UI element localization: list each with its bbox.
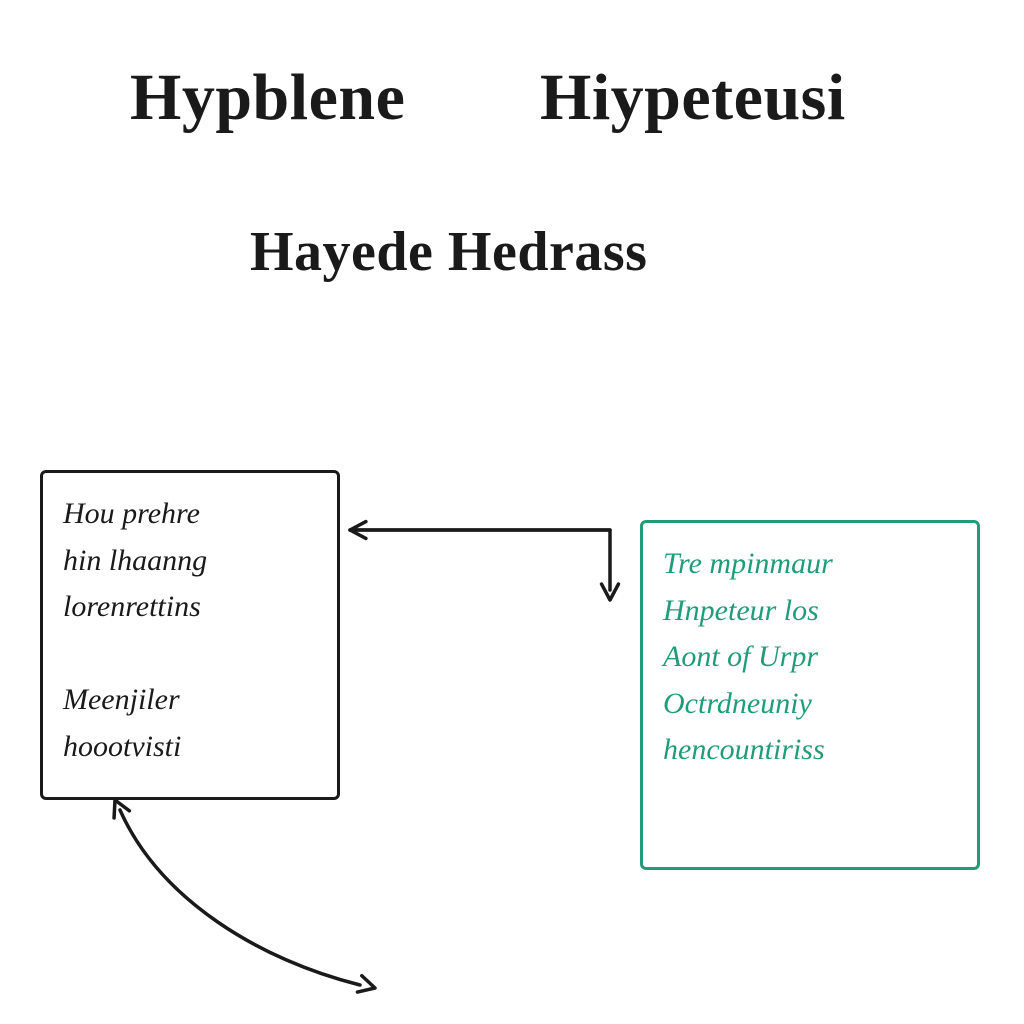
heading-top-left: Hypblene <box>130 60 405 136</box>
note-line: hin lhaanng <box>63 538 317 585</box>
note-line: Octrdneuniy <box>663 681 957 728</box>
note-line: Tre mpinmaur <box>663 541 957 588</box>
heading-sub: Hayede Hedrass <box>250 220 647 284</box>
note-box-left: Hou prehrehin lhaannglorenrettins Meenji… <box>40 470 340 800</box>
note-line: hoootvisti <box>63 724 317 771</box>
note-line: hencountiriss <box>663 727 957 774</box>
note-line: Hou prehre <box>63 491 317 538</box>
note-line <box>63 631 317 678</box>
note-line: Hnpeteur los <box>663 588 957 635</box>
heading-top-right: Hiypeteusi <box>540 60 846 136</box>
note-line: lorenrettins <box>63 584 317 631</box>
note-line: Aont of Urpr <box>663 634 957 681</box>
note-box-right: Tre mpinmaurHnpeteur losAont of UrprOctr… <box>640 520 980 870</box>
whiteboard-canvas: Hypblene Hiypeteusi Hayede Hedrass Hou p… <box>0 0 1024 1024</box>
note-line: Meenjiler <box>63 677 317 724</box>
